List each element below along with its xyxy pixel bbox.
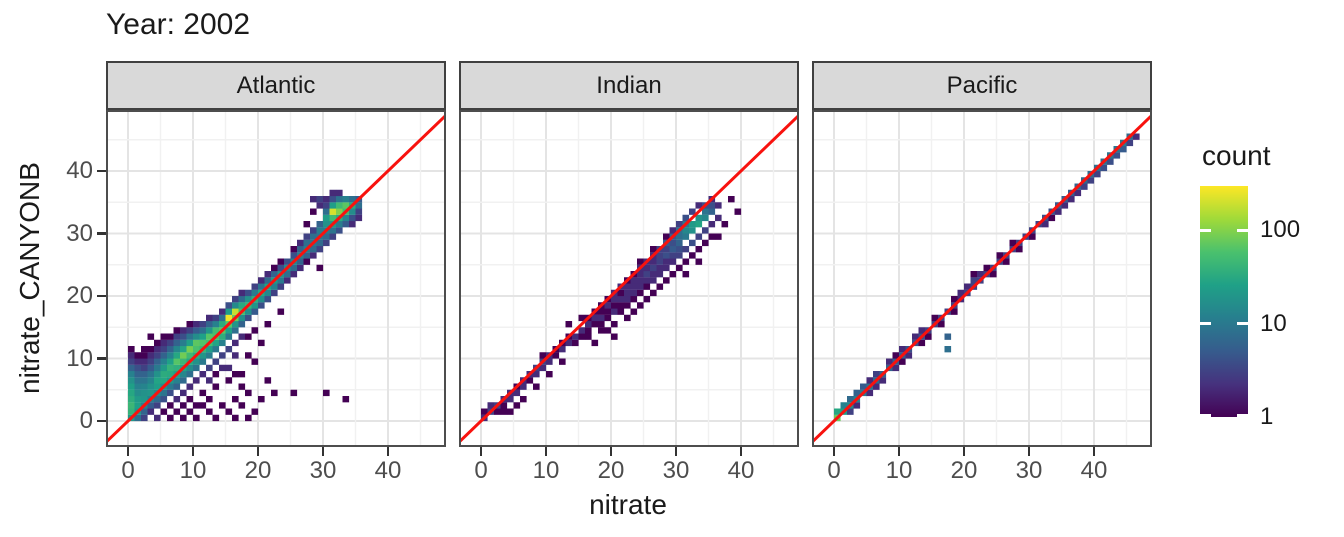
x-tick-label: 0 <box>474 457 488 484</box>
x-tick-mark <box>1092 447 1096 456</box>
panel-plot-pacific <box>812 110 1152 447</box>
colorbar-tick-mark <box>1200 414 1211 417</box>
facet-strip-pacific: Pacific <box>812 61 1152 110</box>
x-tick-label: 0 <box>121 457 135 484</box>
x-tick-label: 20 <box>597 457 625 484</box>
x-tick-mark <box>739 447 743 456</box>
panel-atlantic <box>106 110 446 447</box>
facet-strip-atlantic: Atlantic <box>106 61 446 110</box>
panel-plot-atlantic <box>106 110 446 447</box>
x-tick-mark <box>609 447 613 456</box>
x-tick-mark <box>832 447 836 456</box>
panel-plot-indian <box>459 110 799 447</box>
facet-strip-indian: Indian <box>459 61 799 110</box>
facet-strip-label: Atlantic <box>236 71 316 99</box>
x-tick-label: 30 <box>662 457 690 484</box>
x-tick-label: 40 <box>374 457 402 484</box>
legend-title: count <box>1202 140 1271 171</box>
x-axis-title: nitrate <box>589 489 667 520</box>
colorbar-tick-mark <box>1237 228 1248 232</box>
y-tick-mark <box>97 419 106 423</box>
legend-tick-label: 1 <box>1260 403 1274 430</box>
x-tick-mark <box>321 447 325 456</box>
x-tick-label: 30 <box>309 457 337 484</box>
y-tick-mark <box>97 357 106 360</box>
y-tick-label: 10 <box>66 344 93 372</box>
colorbar-gradient <box>1200 186 1248 417</box>
legend-tick-label: 100 <box>1260 216 1301 244</box>
colorbar-tick-mark <box>1200 228 1211 232</box>
facet-strip-label: Indian <box>596 71 662 99</box>
y-tick-mark <box>97 294 106 298</box>
y-tick-mark <box>97 232 106 235</box>
x-tick-label: 20 <box>950 457 978 484</box>
x-tick-mark <box>386 447 390 456</box>
panel-pacific <box>812 110 1152 447</box>
x-tick-mark <box>191 447 195 456</box>
x-tick-mark <box>126 447 130 456</box>
panel-indian <box>459 110 799 447</box>
x-tick-label: 10 <box>179 457 207 484</box>
x-tick-mark <box>1027 447 1031 456</box>
colorbar-tick-mark <box>1237 322 1248 326</box>
y-tick-label: 40 <box>66 157 93 184</box>
x-tick-mark <box>256 447 260 456</box>
y-tick-label: 20 <box>66 282 93 309</box>
x-tick-mark <box>479 447 483 456</box>
chart-title: Year: 2002 <box>106 8 251 41</box>
x-tick-label: 0 <box>827 457 841 484</box>
x-tick-mark <box>544 447 548 456</box>
x-tick-label: 40 <box>1080 457 1108 484</box>
x-tick-mark <box>962 447 966 456</box>
facet-strip-label: Pacific <box>946 71 1018 99</box>
y-tick-label: 30 <box>66 219 93 247</box>
x-tick-mark <box>897 447 901 456</box>
x-tick-label: 40 <box>727 457 755 484</box>
x-tick-mark <box>674 447 678 456</box>
colorbar-tick-mark <box>1237 414 1248 417</box>
x-tick-label: 10 <box>885 457 913 484</box>
x-tick-label: 20 <box>244 457 272 484</box>
colorbar-tick-mark <box>1200 322 1211 326</box>
y-tick-label: 0 <box>79 407 93 434</box>
x-tick-label: 10 <box>532 457 560 484</box>
x-tick-label: 30 <box>1015 457 1043 484</box>
legend-tick-label: 10 <box>1260 309 1287 337</box>
y-tick-mark <box>97 169 106 173</box>
